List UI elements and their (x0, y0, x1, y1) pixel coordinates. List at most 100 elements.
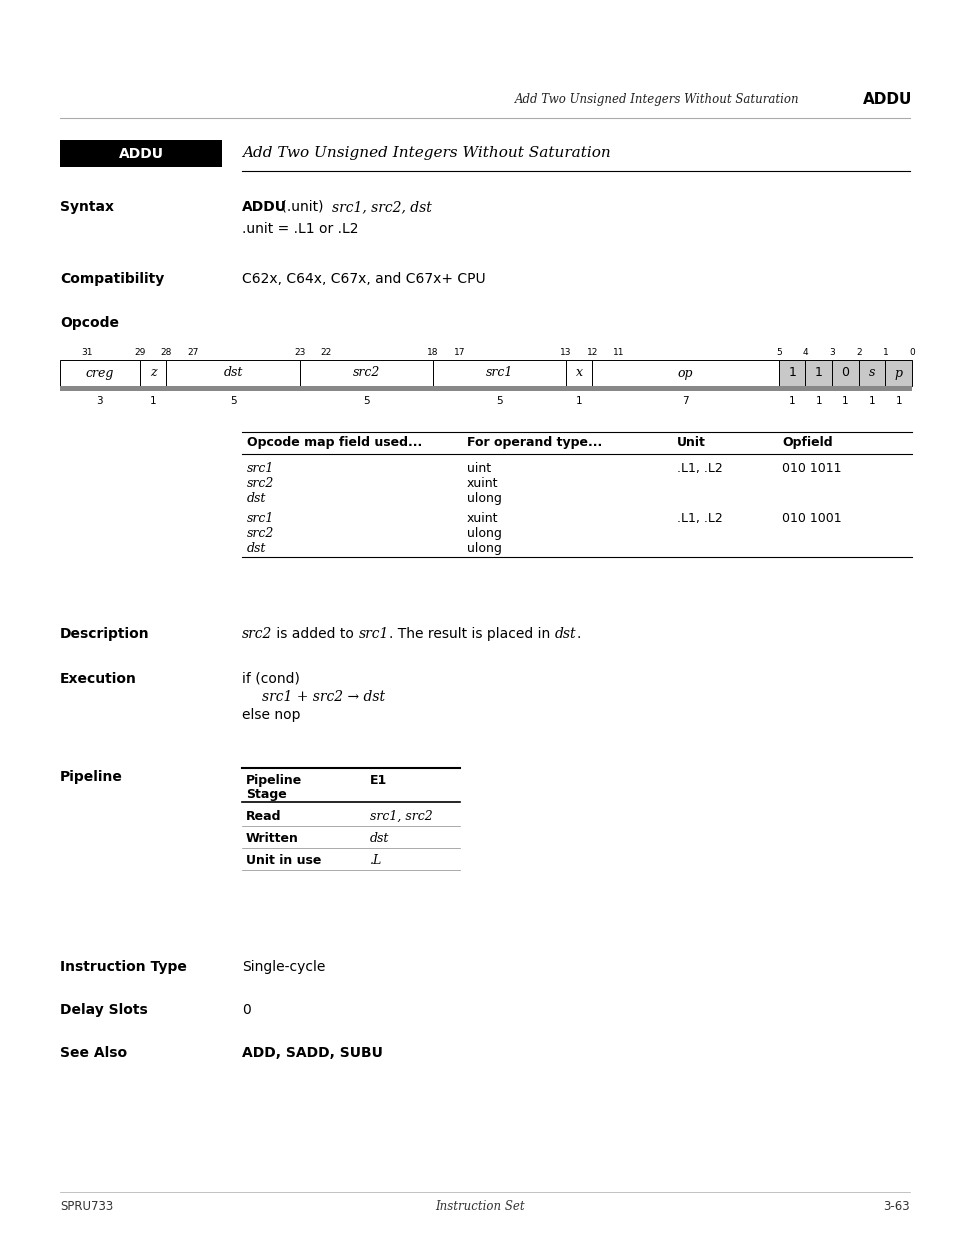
Text: Opcode: Opcode (60, 316, 119, 330)
Bar (140, 359, 167, 387)
Text: 5: 5 (496, 396, 502, 406)
Text: Opfield: Opfield (781, 436, 832, 450)
Text: src2: src2 (242, 627, 273, 641)
Text: 1: 1 (868, 396, 875, 406)
Bar (167, 359, 299, 387)
Text: Opcode map field used...: Opcode map field used... (247, 436, 422, 450)
Text: Written: Written (246, 832, 298, 845)
Text: 1: 1 (788, 396, 795, 406)
Text: src1: src1 (247, 513, 274, 525)
Text: 5: 5 (775, 348, 781, 357)
Bar (60, 140, 222, 167)
Text: is added to: is added to (273, 627, 358, 641)
Text: Pipeline: Pipeline (246, 774, 302, 787)
Text: SPRU733: SPRU733 (60, 1200, 113, 1213)
Text: Instruction Type: Instruction Type (60, 960, 187, 974)
Bar (565, 359, 592, 387)
Text: 7: 7 (681, 396, 688, 406)
Text: op: op (678, 367, 693, 379)
Text: 010 1001: 010 1001 (781, 513, 841, 525)
Text: Instruction Set: Instruction Set (435, 1200, 524, 1213)
Text: ADD, SADD, SUBU: ADD, SADD, SUBU (242, 1046, 382, 1060)
Text: uint: uint (467, 462, 491, 475)
Bar (433, 359, 565, 387)
Text: 1: 1 (895, 396, 901, 406)
Text: dst: dst (247, 492, 266, 505)
Text: C62x, C64x, C67x, and C67x+ CPU: C62x, C64x, C67x, and C67x+ CPU (242, 272, 485, 287)
Text: 4: 4 (801, 348, 807, 357)
Text: 3: 3 (96, 396, 103, 406)
Text: dst: dst (370, 832, 389, 845)
Text: 1: 1 (150, 396, 156, 406)
Text: dst: dst (247, 542, 266, 555)
Text: 1: 1 (841, 396, 848, 406)
Bar (858, 359, 884, 387)
Text: src2: src2 (247, 527, 274, 540)
Text: Stage: Stage (246, 788, 287, 802)
Text: Compatibility: Compatibility (60, 272, 164, 287)
Text: src2: src2 (247, 477, 274, 490)
Bar (60, 359, 140, 387)
Text: 5: 5 (362, 396, 369, 406)
Bar (831, 359, 858, 387)
Text: 23: 23 (294, 348, 305, 357)
Text: E1: E1 (370, 774, 387, 787)
Text: ulong: ulong (467, 527, 501, 540)
Text: dst: dst (554, 627, 576, 641)
Text: Delay Slots: Delay Slots (60, 1003, 148, 1016)
Text: 0: 0 (242, 1003, 251, 1016)
Text: 0: 0 (841, 367, 848, 379)
Text: 1: 1 (787, 367, 796, 379)
Text: xuint: xuint (467, 513, 498, 525)
Bar (804, 359, 831, 387)
Text: 010 1011: 010 1011 (781, 462, 841, 475)
Text: .L1, .L2: .L1, .L2 (677, 513, 722, 525)
Text: .: . (576, 627, 580, 641)
Text: Unit: Unit (677, 436, 705, 450)
Text: src1, src2: src1, src2 (370, 810, 433, 823)
Text: See Also: See Also (60, 1046, 127, 1060)
Text: ADDU: ADDU (862, 93, 911, 107)
Text: For operand type...: For operand type... (467, 436, 601, 450)
Text: 1: 1 (576, 396, 582, 406)
Text: . The result is placed in: . The result is placed in (389, 627, 554, 641)
Text: 11: 11 (613, 348, 624, 357)
Text: 1: 1 (814, 367, 821, 379)
Text: if (cond): if (cond) (242, 672, 299, 685)
Text: ulong: ulong (467, 492, 501, 505)
Text: p: p (894, 367, 902, 379)
Text: src1, src2, dst: src1, src2, dst (332, 200, 432, 214)
Text: .unit = .L1 or .L2: .unit = .L1 or .L2 (242, 222, 358, 236)
Bar (299, 359, 433, 387)
Text: Unit in use: Unit in use (246, 853, 321, 867)
Text: 3-63: 3-63 (882, 1200, 909, 1213)
Text: 28: 28 (161, 348, 172, 357)
Text: 27: 27 (187, 348, 198, 357)
Text: 31: 31 (81, 348, 92, 357)
Bar (60, 387, 911, 391)
Text: x: x (575, 367, 582, 379)
Text: src1 + src2 → dst: src1 + src2 → dst (262, 690, 385, 704)
Text: Add Two Unsigned Integers Without Saturation: Add Two Unsigned Integers Without Satura… (242, 147, 610, 161)
Text: (.unit): (.unit) (276, 200, 328, 214)
Text: src1: src1 (358, 627, 389, 641)
Text: Syntax: Syntax (60, 200, 113, 214)
Text: 5: 5 (230, 396, 236, 406)
Text: Pipeline: Pipeline (60, 769, 123, 784)
Text: Execution: Execution (60, 672, 136, 685)
Text: s: s (868, 367, 874, 379)
Text: Description: Description (60, 627, 150, 641)
Text: 1: 1 (815, 396, 821, 406)
Text: .L: .L (370, 853, 382, 867)
Text: Single-cycle: Single-cycle (242, 960, 325, 974)
Bar (884, 359, 911, 387)
Text: xuint: xuint (467, 477, 498, 490)
Text: src1: src1 (247, 462, 274, 475)
Text: src2: src2 (352, 367, 379, 379)
Text: creg: creg (86, 367, 114, 379)
Text: ADDU: ADDU (118, 147, 163, 161)
Text: 18: 18 (427, 348, 438, 357)
Text: 17: 17 (453, 348, 465, 357)
Text: ADDU: ADDU (242, 200, 287, 214)
Bar (592, 359, 778, 387)
